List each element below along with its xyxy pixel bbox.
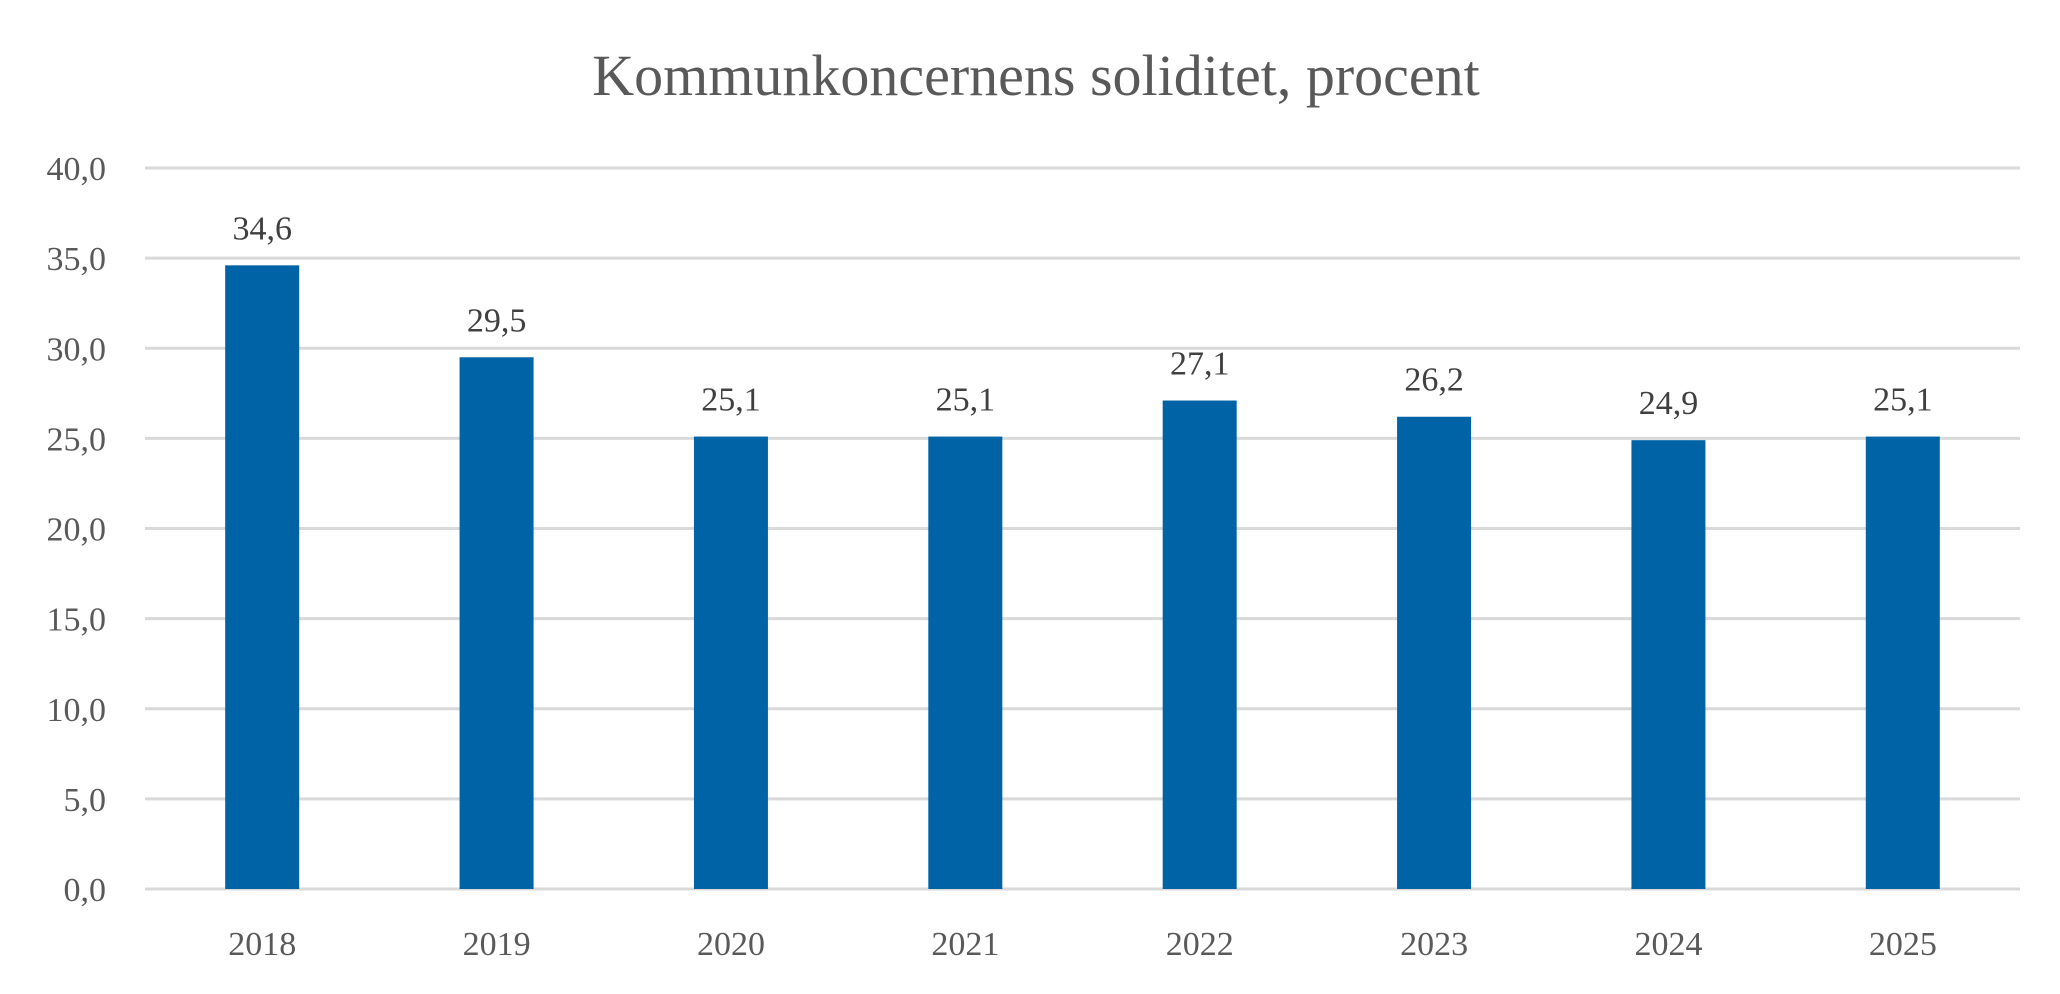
data-label: 34,6 (232, 210, 292, 247)
data-label: 25,1 (936, 382, 996, 419)
x-axis: 2018 2019 2020 2021 2022 2023 2024 2025 (228, 926, 1937, 963)
data-label: 26,2 (1404, 362, 1464, 399)
x-tick-label: 2021 (931, 926, 999, 963)
data-label: 27,1 (1170, 346, 1230, 383)
bar-2018 (225, 265, 300, 890)
x-tick-label: 2019 (463, 926, 531, 963)
gridlines (145, 166, 2020, 891)
y-tick-label: 5,0 (64, 782, 107, 819)
y-tick-label: 15,0 (47, 602, 107, 639)
bar-2021 (928, 436, 1003, 889)
bar-2024 (1631, 440, 1706, 889)
y-tick-label: 10,0 (47, 692, 107, 729)
y-tick-label: 20,0 (47, 512, 107, 549)
data-label: 29,5 (467, 302, 527, 339)
chart-title: Kommunkoncernens soliditet, procent (592, 43, 1480, 108)
data-label: 25,1 (1873, 382, 1933, 419)
y-tick-label: 25,0 (47, 421, 107, 458)
x-tick-label: 2020 (697, 926, 765, 963)
bar-2020 (693, 436, 768, 889)
x-tick-label: 2018 (228, 926, 296, 963)
bar-2019 (459, 357, 534, 889)
bar-2025 (1865, 436, 1940, 889)
bar-2023 (1397, 416, 1472, 889)
x-tick-label: 2024 (1634, 926, 1702, 963)
data-labels: 34,6 29,5 25,1 25,1 27,1 26,2 24,9 25,1 (232, 210, 1932, 422)
y-axis: 0,0 5,0 10,0 15,0 20,0 25,0 30,0 35,0 40,0 (47, 151, 107, 909)
x-tick-label: 2025 (1869, 926, 1937, 963)
y-tick-label: 40,0 (47, 151, 107, 188)
y-tick-label: 30,0 (47, 331, 107, 368)
bar-2022 (1162, 400, 1237, 889)
data-label: 25,1 (701, 382, 761, 419)
y-tick-label: 35,0 (47, 241, 107, 278)
data-label: 24,9 (1639, 385, 1699, 422)
bars (225, 265, 1940, 890)
x-tick-label: 2023 (1400, 926, 1468, 963)
y-tick-label: 0,0 (64, 872, 107, 909)
x-tick-label: 2022 (1166, 926, 1234, 963)
